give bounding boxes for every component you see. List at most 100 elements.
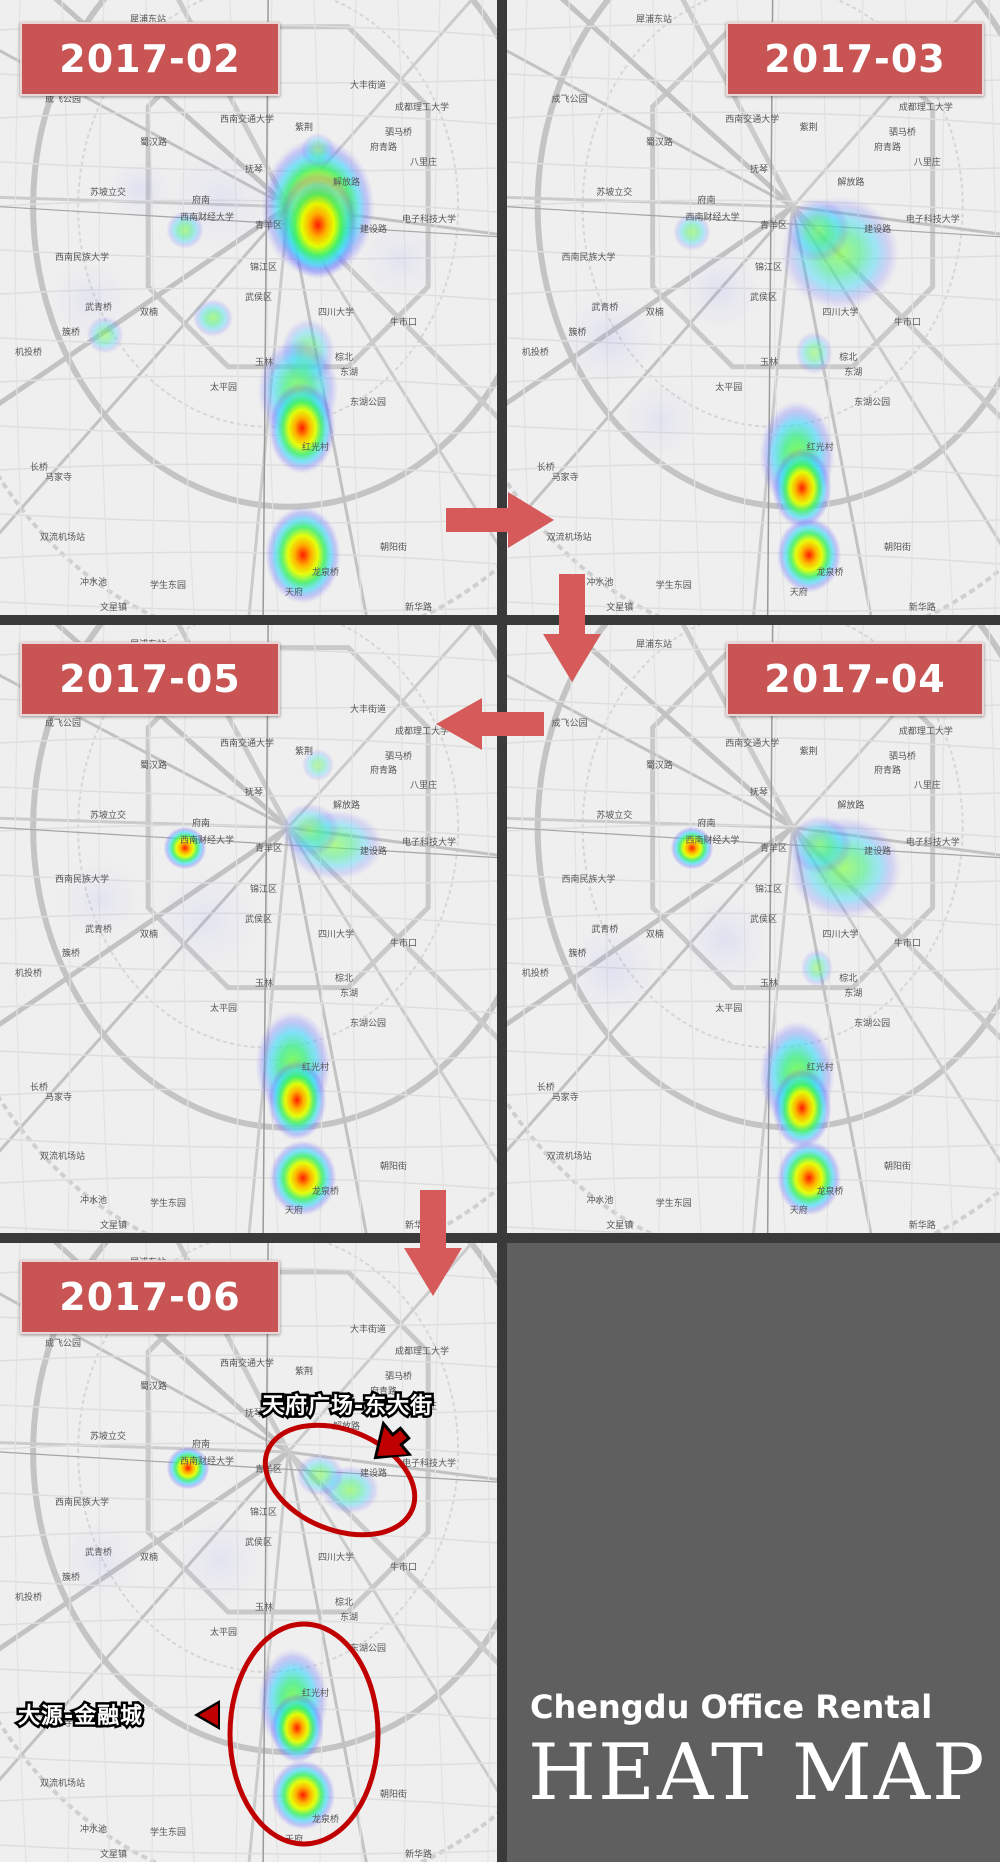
place-label: 簇桥 — [62, 328, 81, 338]
place-label: 玉林 — [255, 978, 274, 989]
heat-spot — [166, 146, 274, 254]
place-label: 府南 — [192, 818, 211, 829]
month-label-2017-04: 2017-04 — [726, 642, 984, 716]
arrow-right-icon — [446, 492, 554, 548]
place-label: 府青路 — [874, 766, 902, 777]
place-label: 马家寺 — [45, 1092, 73, 1103]
heat-spot — [151, 866, 259, 974]
place-label: 锦江区 — [754, 885, 782, 896]
place-label: 建设路 — [360, 847, 388, 858]
place-label: 长桥 — [30, 463, 49, 473]
place-label: 抚琴 — [245, 165, 264, 175]
heat-spot — [49, 259, 131, 341]
place-label: 紫荆 — [799, 123, 818, 133]
heat-spot — [59, 1519, 141, 1601]
place-label: 武青桥 — [85, 924, 113, 935]
place-label: 府青路 — [370, 1386, 398, 1397]
place-label: 朝阳街 — [380, 1161, 408, 1172]
place-label: 新华路 — [908, 603, 936, 613]
place-label: 簇桥 — [62, 949, 81, 960]
place-label: 成都理工大学 — [898, 103, 953, 113]
place-label: 抚琴 — [245, 788, 264, 799]
place-label: 双流机场站 — [40, 1779, 86, 1790]
place-label: 西南交通大学 — [725, 738, 780, 749]
heat-spot — [673, 213, 711, 251]
place-label: 东湖公园 — [350, 398, 387, 408]
place-label: 簇桥 — [568, 949, 587, 960]
place-label: 四川大学 — [318, 308, 355, 318]
heat-spot — [174, 1514, 266, 1606]
place-label: 西南交通大学 — [220, 115, 275, 125]
place-label: 西南民族大学 — [55, 875, 110, 886]
place-label: 马家寺 — [45, 1719, 73, 1730]
place-label: 长桥 — [30, 1708, 49, 1719]
place-label: 冲水池 — [586, 1196, 614, 1207]
place-label: 蜀汉路 — [645, 761, 673, 772]
place-label: 西南民族大学 — [55, 253, 110, 263]
place-label: 龙泉桥 — [312, 1186, 340, 1197]
place-label: 武侯区 — [245, 914, 273, 925]
place-label: 龙泉桥 — [312, 1814, 340, 1825]
place-label: 四川大学 — [822, 308, 859, 318]
month-label-2017-03: 2017-03 — [726, 22, 984, 96]
place-label: 建设路 — [864, 225, 892, 235]
title-block — [507, 1243, 1000, 1862]
place-label: 东湖公园 — [854, 1018, 891, 1029]
heat-spot — [265, 506, 341, 604]
place-label: 朝阳街 — [883, 543, 911, 553]
place-label: 蜀汉路 — [140, 138, 168, 148]
place-label: 电子科技大学 — [905, 215, 960, 225]
city-map — [507, 0, 1000, 615]
month-label-2017-02: 2017-02 — [20, 22, 280, 96]
place-label: 长桥 — [536, 463, 555, 473]
place-label: 玉林 — [759, 358, 778, 368]
place-label: 牛市口 — [390, 939, 418, 950]
heatmap-panel-2017-02: 犀浦东站 大丰街道 成飞公园 西南交通大学 蜀汉路 抚琴 府南 解放路 八里庄 苏坡立交 西南财经大… — [0, 0, 497, 615]
place-label: 冲水池 — [586, 578, 614, 588]
place-label: 红光村 — [806, 443, 834, 453]
place-label: 机投桥 — [15, 969, 43, 980]
place-label: 八里庄 — [410, 781, 438, 792]
place-label: 武侯区 — [750, 293, 778, 303]
place-label: 机投桥 — [15, 348, 43, 358]
place-label: 四川大学 — [318, 1552, 355, 1563]
place-label: 犀浦东站 — [130, 15, 167, 25]
place-label: 玉林 — [255, 358, 274, 368]
place-label: 牛市口 — [893, 318, 921, 328]
place-label: 东湖 — [340, 988, 359, 999]
heat-spot — [772, 447, 832, 529]
place-label: 文星镇 — [606, 1221, 634, 1232]
place-label: 文星镇 — [606, 603, 634, 613]
place-label: 紫荆 — [295, 1366, 314, 1377]
heat-spot — [280, 803, 340, 857]
heat-spot — [359, 219, 441, 301]
place-label: 朝阳街 — [380, 1789, 408, 1800]
place-label: 红光村 — [302, 443, 330, 453]
place-label: 紫荆 — [295, 123, 314, 133]
place-label: 武青桥 — [85, 303, 113, 313]
place-label: 牛市口 — [390, 318, 418, 328]
place-label: 双流机场站 — [546, 1151, 592, 1162]
place-label: 建设路 — [864, 847, 892, 858]
callout-dayuan-financial-city: 大源-金融城 — [15, 1702, 144, 1732]
city-map — [0, 0, 497, 615]
place-label: 双楠 — [645, 308, 664, 318]
heat-spot — [776, 1140, 842, 1216]
place-label: 东湖公园 — [854, 398, 891, 408]
place-label: 东湖 — [340, 1613, 359, 1624]
place-label: 太平园 — [715, 1003, 743, 1014]
place-label: 西南交通大学 — [220, 738, 275, 749]
place-label: 双流机场站 — [40, 533, 86, 543]
place-label: 府青路 — [370, 766, 398, 777]
heat-spot — [295, 1453, 345, 1497]
place-label: 簇桥 — [568, 328, 587, 338]
place-label: 新华路 — [405, 603, 433, 613]
city-map — [0, 1243, 497, 1862]
arrow-down-icon — [404, 1190, 462, 1296]
place-label: 西南财经大学 — [685, 835, 740, 846]
place-label: 双流机场站 — [40, 1151, 86, 1162]
place-label: 武侯区 — [750, 914, 778, 925]
place-label: 大丰街道 — [350, 81, 387, 91]
place-label: 文星镇 — [100, 1221, 128, 1232]
place-label: 成飞公园 — [551, 718, 588, 729]
